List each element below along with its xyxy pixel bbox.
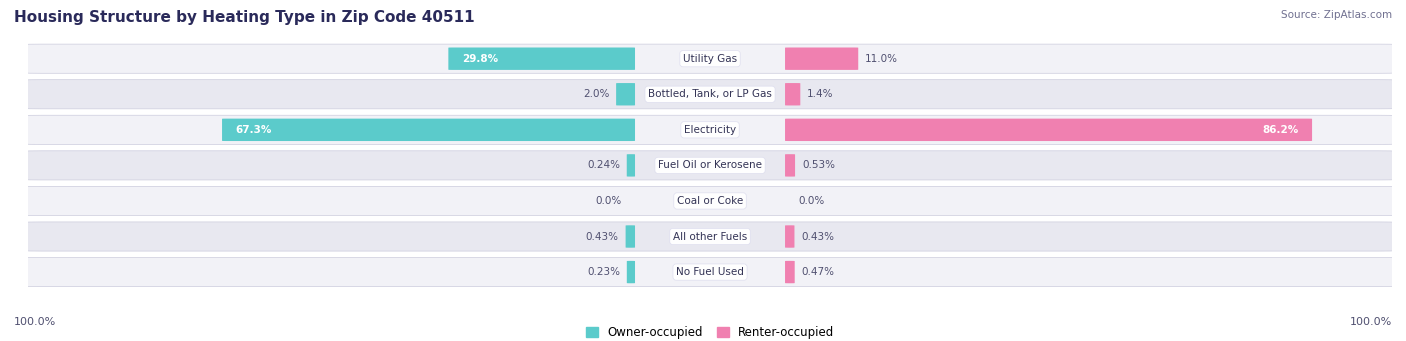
Text: Source: ZipAtlas.com: Source: ZipAtlas.com [1281, 10, 1392, 20]
Text: Housing Structure by Heating Type in Zip Code 40511: Housing Structure by Heating Type in Zip… [14, 10, 475, 25]
Text: 67.3%: 67.3% [236, 125, 273, 135]
Text: 0.24%: 0.24% [586, 160, 620, 170]
FancyBboxPatch shape [14, 151, 1406, 180]
Text: 0.53%: 0.53% [801, 160, 835, 170]
Text: Fuel Oil or Kerosene: Fuel Oil or Kerosene [658, 160, 762, 170]
Text: 0.0%: 0.0% [595, 196, 621, 206]
FancyBboxPatch shape [785, 119, 1312, 141]
FancyBboxPatch shape [616, 83, 636, 105]
FancyBboxPatch shape [785, 83, 800, 105]
FancyBboxPatch shape [14, 257, 1406, 287]
Text: Utility Gas: Utility Gas [683, 54, 737, 64]
FancyBboxPatch shape [626, 225, 636, 248]
Text: No Fuel Used: No Fuel Used [676, 267, 744, 277]
Text: 0.43%: 0.43% [801, 232, 834, 241]
FancyBboxPatch shape [14, 115, 1406, 144]
FancyBboxPatch shape [14, 187, 1406, 216]
Text: 29.8%: 29.8% [463, 54, 498, 64]
FancyBboxPatch shape [785, 225, 794, 248]
Text: 2.0%: 2.0% [583, 89, 609, 99]
Text: 0.0%: 0.0% [799, 196, 825, 206]
Text: 100.0%: 100.0% [14, 317, 56, 327]
FancyBboxPatch shape [449, 47, 636, 70]
Text: 11.0%: 11.0% [865, 54, 898, 64]
Text: 0.43%: 0.43% [586, 232, 619, 241]
Text: 1.4%: 1.4% [807, 89, 834, 99]
Text: All other Fuels: All other Fuels [673, 232, 747, 241]
Text: 0.23%: 0.23% [586, 267, 620, 277]
Text: Coal or Coke: Coal or Coke [676, 196, 744, 206]
Text: Bottled, Tank, or LP Gas: Bottled, Tank, or LP Gas [648, 89, 772, 99]
Text: 0.47%: 0.47% [801, 267, 835, 277]
FancyBboxPatch shape [785, 261, 794, 283]
FancyBboxPatch shape [222, 119, 636, 141]
FancyBboxPatch shape [14, 44, 1406, 73]
FancyBboxPatch shape [627, 261, 636, 283]
FancyBboxPatch shape [785, 47, 858, 70]
FancyBboxPatch shape [14, 222, 1406, 251]
Text: 86.2%: 86.2% [1263, 125, 1298, 135]
Legend: Owner-occupied, Renter-occupied: Owner-occupied, Renter-occupied [586, 326, 834, 339]
FancyBboxPatch shape [627, 154, 636, 177]
Text: Electricity: Electricity [683, 125, 737, 135]
FancyBboxPatch shape [785, 154, 794, 177]
FancyBboxPatch shape [14, 80, 1406, 109]
Text: 100.0%: 100.0% [1350, 317, 1392, 327]
